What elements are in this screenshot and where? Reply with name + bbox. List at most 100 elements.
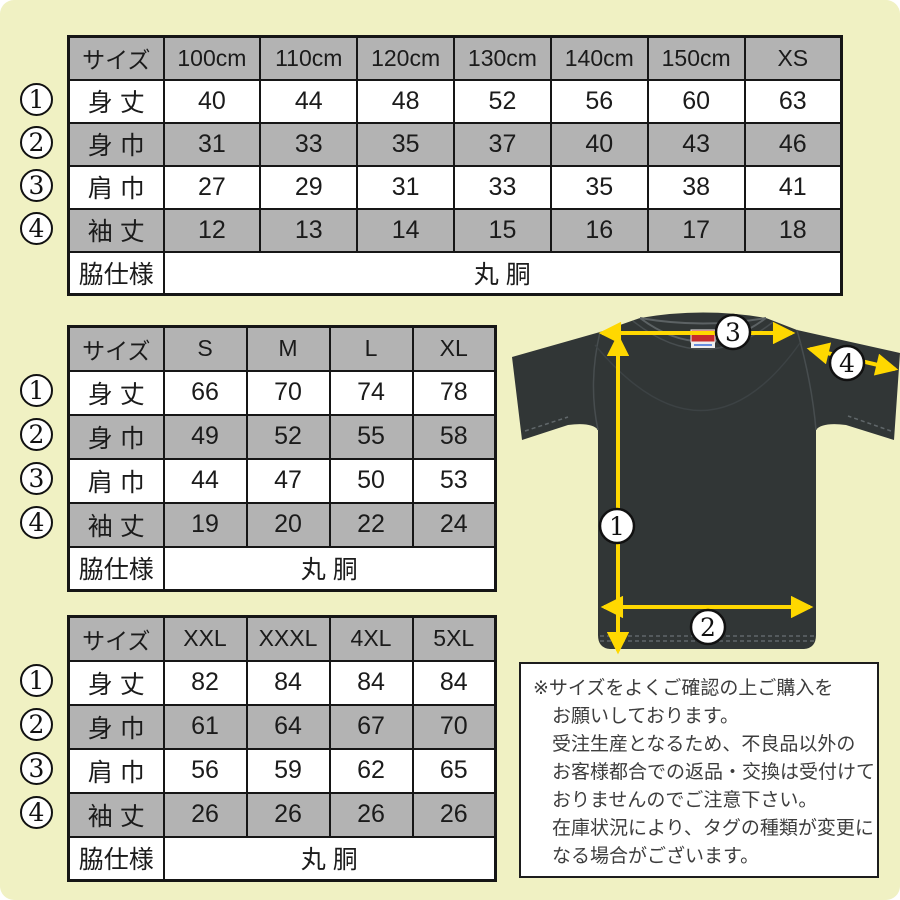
- header-cell: 110cm: [259, 35, 359, 81]
- table-row: 肩 巾 27 29 31 33 35 38 41: [67, 164, 843, 210]
- row-marker-1: 1: [20, 374, 53, 407]
- row-label-cell: 脇仕様: [67, 835, 165, 882]
- row-label-cell: 身 巾: [67, 703, 165, 750]
- header-cell: 130cm: [453, 35, 552, 81]
- marker-circle-2: [689, 608, 727, 646]
- size-value-cell: 78: [411, 369, 497, 416]
- size-value-cell: 56: [162, 747, 248, 794]
- size-value-cell: 56: [549, 78, 649, 124]
- size-table-big: サイズ XXL XXXL 4XL 5XL 身 丈 82 84 84 84 身 巾…: [67, 615, 497, 882]
- purchase-notice-box: ※サイズをよくご確認の上ご購入を お願いしております。 受注生産となるため、不良…: [519, 662, 879, 878]
- size-table-adult: サイズ S M L XL 身 丈 66 70 74 78 身 巾 49 52 5…: [67, 325, 497, 592]
- right-armhole-seam: [796, 329, 817, 431]
- marker-1: 1: [609, 512, 625, 541]
- header-cell: サイズ: [67, 35, 165, 81]
- size-value-cell: 17: [646, 207, 746, 253]
- row-marker-3: 3: [20, 462, 53, 495]
- size-value-cell: 26: [162, 791, 248, 838]
- row-label-cell: 身 丈: [67, 659, 165, 706]
- size-value-cell: 61: [162, 703, 248, 750]
- table-footer-row: 脇仕様 丸 胴: [67, 250, 843, 296]
- row-marker-3: 3: [20, 169, 53, 202]
- header-cell: L: [328, 325, 414, 372]
- size-value-cell: 58: [411, 413, 497, 460]
- notice-line: なる場合がございます。: [552, 846, 760, 867]
- size-value-cell: 65: [411, 747, 497, 794]
- size-value-cell: 50: [328, 457, 414, 504]
- table-row: 袖 丈 19 20 22 24: [67, 501, 497, 548]
- marker-circle-1: [598, 507, 636, 545]
- size-value-cell: 40: [162, 78, 262, 124]
- marker-circle-3: [714, 313, 752, 351]
- row-marker-4: 4: [20, 506, 53, 539]
- size-value-cell: 33: [453, 164, 552, 210]
- size-value-cell: 62: [328, 747, 414, 794]
- left-armhole-seam: [592, 331, 601, 431]
- table-row: 身 巾 49 52 55 58: [67, 413, 497, 460]
- size-value-cell: 22: [328, 501, 414, 548]
- table-header-row: サイズ S M L XL: [67, 325, 497, 372]
- size-value-cell: 41: [743, 164, 843, 210]
- size-value-cell: 33: [259, 121, 359, 167]
- size-value-cell: 46: [743, 121, 843, 167]
- size-value-cell: 44: [162, 457, 248, 504]
- row-marker-2: 2: [20, 708, 53, 741]
- size-value-cell: 48: [356, 78, 456, 124]
- size-value-cell: 40: [549, 121, 649, 167]
- header-cell: XXL: [162, 615, 248, 662]
- size-value-cell: 31: [356, 164, 456, 210]
- size-value-cell: 84: [328, 659, 414, 706]
- table-row: 袖 丈 12 13 14 15 16 17 18: [67, 207, 843, 253]
- size-value-cell: 31: [162, 121, 262, 167]
- size-value-cell: 20: [245, 501, 331, 548]
- header-cell: S: [162, 325, 248, 372]
- header-cell: XS: [743, 35, 843, 81]
- size-value-cell: 35: [356, 121, 456, 167]
- size-value-cell: 16: [549, 207, 649, 253]
- size-value-cell: 37: [453, 121, 552, 167]
- size-value-cell: 55: [328, 413, 414, 460]
- table-row: 肩 巾 44 47 50 53: [67, 457, 497, 504]
- row-marker-1: 1: [20, 83, 53, 116]
- notice-line: お願いしております。: [552, 706, 739, 727]
- row-label-cell: 袖 丈: [67, 791, 165, 838]
- size-table-kids: サイズ 100cm 110cm 120cm 130cm 140cm 150cm …: [67, 35, 843, 296]
- header-cell: サイズ: [67, 325, 165, 372]
- size-value-cell: 24: [411, 501, 497, 548]
- row-label-cell: 身 巾: [67, 121, 165, 167]
- figure-markers: 3 4 1 2: [598, 313, 866, 646]
- size-value-cell: 12: [162, 207, 262, 253]
- side-spec-cell: 丸 胴: [162, 835, 497, 882]
- size-value-cell: 60: [646, 78, 746, 124]
- row-label-cell: 身 巾: [67, 413, 165, 460]
- side-spec-cell: 丸 胴: [162, 545, 497, 592]
- tshirt-measurement-diagram: 3 4 1 2: [512, 312, 900, 655]
- table-row: 身 丈 82 84 84 84: [67, 659, 497, 706]
- size-value-cell: 64: [245, 703, 331, 750]
- size-value-cell: 47: [245, 457, 331, 504]
- size-value-cell: 29: [259, 164, 359, 210]
- size-value-cell: 19: [162, 501, 248, 548]
- marker-3: 3: [725, 318, 741, 347]
- size-value-cell: 84: [245, 659, 331, 706]
- size-value-cell: 44: [259, 78, 359, 124]
- marker-4: 4: [839, 349, 855, 378]
- row-label-cell: 肩 巾: [67, 747, 165, 794]
- row-label-cell: 肩 巾: [67, 164, 165, 210]
- size-value-cell: 27: [162, 164, 262, 210]
- table-row: 身 巾 61 64 67 70: [67, 703, 497, 750]
- row-marker-1: 1: [20, 664, 53, 697]
- header-cell: 100cm: [162, 35, 262, 81]
- header-cell: M: [245, 325, 331, 372]
- table-row: 身 丈 66 70 74 78: [67, 369, 497, 416]
- size-value-cell: 49: [162, 413, 248, 460]
- table-footer-row: 脇仕様 丸 胴: [67, 545, 497, 592]
- row-marker-4: 4: [20, 796, 53, 829]
- size-value-cell: 38: [646, 164, 746, 210]
- table-header-row: サイズ XXL XXXL 4XL 5XL: [67, 615, 497, 662]
- size-value-cell: 52: [245, 413, 331, 460]
- table-footer-row: 脇仕様 丸 胴: [67, 835, 497, 882]
- notice-line: 在庫状況により、タグの種類が変更に: [552, 818, 874, 839]
- marker-circle-4: [828, 344, 866, 382]
